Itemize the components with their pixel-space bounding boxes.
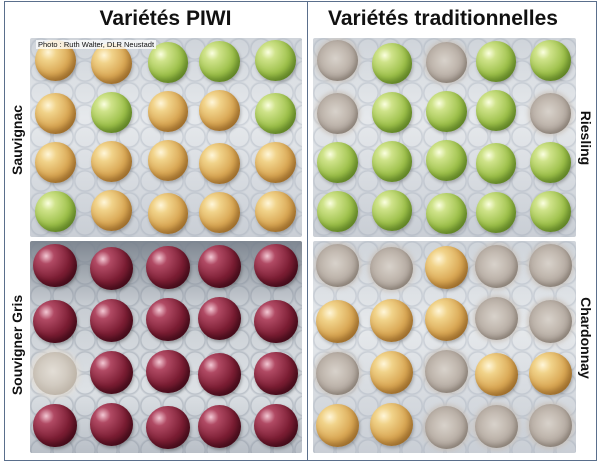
grape-berry [316,141,358,183]
photo-chardonnay [313,241,576,453]
grape-berry [426,91,467,132]
grape-berry [146,349,190,394]
grape-berry [91,140,132,182]
grape-berry [33,351,77,396]
grape-berry [475,142,517,184]
grape-berry [89,246,134,291]
grape-berry [91,189,132,231]
column-heading-traditional: Variétés traditionnelles [328,7,558,30]
grape-berry [199,41,240,83]
grape-berry [529,351,573,396]
grape-berry [426,139,467,181]
grape-berry [199,90,240,131]
grape-berry [147,91,189,132]
grape-berry [475,191,517,233]
grape-berry [34,141,76,183]
grape-berry [370,402,414,447]
grape-berry [91,92,132,133]
row-label-souvigner-gris: Souvigner Gris [9,294,25,396]
grape-berry [316,40,358,82]
grape-berry [426,192,467,234]
row-label-sauvignac: Sauvignac [9,104,25,176]
grape-berry [255,190,297,232]
grape-berry [474,404,518,449]
grape-berry [146,405,190,450]
grape-berry [475,90,517,131]
grape-berry [197,296,242,341]
grape-berry [316,190,358,232]
grape-berry [424,245,469,290]
grape-berry [197,244,242,289]
grape-berry [530,40,572,82]
grape-berry [424,405,469,450]
column-divider [307,1,308,461]
grape-berry [474,296,518,341]
grape-berry [530,141,572,183]
grape-berry [254,243,298,288]
grape-berry [474,352,518,397]
grape-berry [147,42,189,84]
grape-berry [530,93,572,134]
grape-berry [34,93,76,134]
grape-berry [529,403,573,448]
grape-berry [199,191,240,233]
grape-berry [197,352,242,397]
grape-berry [33,299,77,344]
grape-berry [146,245,190,290]
grape-berry [146,297,190,342]
grape-berry [316,93,358,134]
grape-berry [89,350,134,395]
column-heading-piwi: Variétés PIWI [99,7,232,30]
grape-berry [147,192,189,234]
grape-berry [529,243,573,288]
grape-berry [254,299,298,344]
grape-berry [315,243,359,288]
grape-berry [371,92,413,133]
grape-berry [315,299,359,344]
grape-berry [371,189,413,231]
grape-berry [315,403,359,448]
grape-berry [255,93,297,134]
grape-berry [475,41,517,83]
grape-berry [197,404,242,449]
grape-berry [371,43,413,85]
grape-berry [147,139,189,181]
grape-berry [371,140,413,182]
grape-berry [89,298,134,343]
grape-berry [424,297,469,342]
grape-berry [530,190,572,232]
grape-berry [91,43,132,85]
grape-berry [254,403,298,448]
grape-berry [199,142,240,184]
grape-berry [529,299,573,344]
row-label-chardonnay: Chardonnay [578,297,594,379]
grape-berry [254,351,298,396]
grape-berry [370,350,414,395]
grape-berry [370,246,414,291]
grape-berry [33,243,77,288]
row-label-riesling: Riesling [578,110,594,166]
grape-berry [315,351,359,396]
photo-riesling [313,38,576,237]
grape-berry [255,141,297,183]
photo-souvigner-gris [30,241,302,453]
grape-berry [424,349,469,394]
grape-berry [370,298,414,343]
grape-berry [426,42,467,84]
grape-berry [474,244,518,289]
photo-sauvignac [30,38,302,237]
grape-berry [34,190,76,232]
grape-berry [89,402,134,447]
grape-berry [255,40,297,82]
grape-berry [33,403,77,448]
photo-credit: Photo : Ruth Walter, DLR Neustadt [36,40,157,49]
